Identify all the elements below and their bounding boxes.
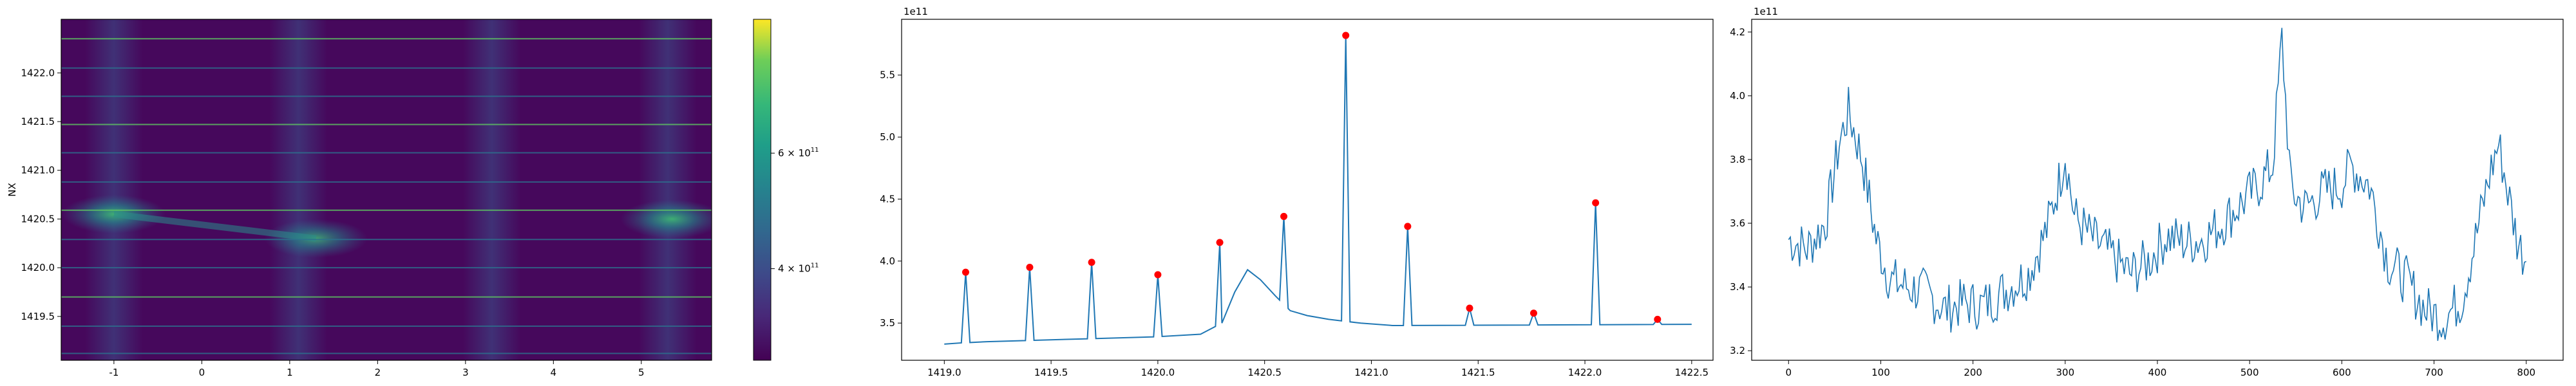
heatmap-band-3 — [638, 19, 697, 360]
x-tick-label: 3 — [462, 367, 469, 378]
heatmap-band-0 — [84, 19, 143, 360]
peak-marker-3 — [1154, 271, 1162, 279]
x-tick-label: 1421.5 — [1461, 367, 1495, 378]
x-tick-label: 100 — [1871, 367, 1890, 378]
noisy-y-axis: 3.2 3.4 3.6 3.8 4.0 4.2 — [1730, 26, 1752, 356]
peak-markers — [961, 32, 1662, 323]
peaks-y-axis: 3.5 4.0 4.5 5.0 5.5 — [880, 69, 902, 329]
x-tick-label: 1 — [287, 367, 293, 378]
x-tick-label: 500 — [2240, 367, 2259, 378]
colorbar — [753, 19, 772, 361]
y-tick-label: 4.5 — [880, 193, 895, 205]
y-tick-label: 4.0 — [880, 255, 895, 267]
y-tick-label: 1421.0 — [21, 165, 55, 176]
x-tick-label: 2 — [375, 367, 381, 378]
heatmap-content — [61, 19, 712, 360]
heatmap-frame — [61, 19, 712, 361]
x-tick-label: 1419.0 — [927, 367, 961, 378]
heatmap-background — [61, 19, 712, 360]
y-tick-label: 3.6 — [1730, 217, 1745, 229]
x-tick-label: 200 — [1964, 367, 1982, 378]
noisy-offset-label: 1e11 — [1754, 6, 1778, 17]
colorbar-tick-label: 6 × 1011 — [778, 147, 819, 159]
y-tick-label: 4.0 — [1730, 90, 1745, 102]
y-tick-label: 1422.0 — [21, 67, 55, 78]
heatmap-hotspot-2 — [620, 199, 712, 239]
heatmap-x-axis: -1 0 1 2 3 4 5 — [109, 360, 645, 378]
y-tick-label: 4.2 — [1730, 26, 1745, 38]
peaks-x-axis: 1419.0 1419.5 1420.0 1420.5 1421.0 1421.5 1422… — [927, 360, 1709, 378]
peak-marker-7 — [1404, 223, 1412, 230]
peak-marker-5 — [1280, 212, 1288, 220]
heatmap-band-2 — [462, 19, 521, 360]
noisy-line-chart: 1e11 0 100 200 300 400 500 600 700 800 3.2 3.4 3.6… — [1730, 6, 2564, 378]
peak-marker-1 — [1026, 263, 1034, 271]
peaks-line-chart: 1e11 1419.0 1419.5 1420.0 1420.5 1421.0 1421.… — [880, 6, 1714, 378]
heatmap-chart: -1 0 1 2 3 4 5 1419.51420.01420.51421.01421.51… — [6, 19, 819, 378]
x-tick-label: 0 — [1785, 367, 1792, 378]
y-tick-label: 1421.5 — [21, 116, 55, 127]
colorbar-tick-label: 4 × 1011 — [778, 262, 819, 275]
y-tick-label: 3.8 — [1730, 154, 1745, 165]
noisy-series-line — [1788, 28, 2527, 341]
peak-marker-9 — [1530, 309, 1537, 317]
x-tick-label: 0 — [199, 367, 205, 378]
y-tick-label: 1419.5 — [21, 311, 55, 322]
heatmap-y-axis: 1419.5 1420.0 1420.5 1421.0 1421.5 1422.0 — [21, 67, 61, 322]
x-tick-label: 800 — [2517, 367, 2535, 378]
y-tick-label: 1420.5 — [21, 213, 55, 225]
peak-marker-4 — [1216, 239, 1224, 246]
x-tick-label: 1420.5 — [1247, 367, 1282, 378]
y-tick-label: 1420.0 — [21, 262, 55, 273]
peak-marker-10 — [1592, 199, 1600, 207]
x-tick-label: 1420.0 — [1141, 367, 1175, 378]
peaks-offset-label: 1e11 — [904, 6, 928, 17]
y-tick-label: 5.0 — [880, 131, 895, 143]
y-tick-label: 3.2 — [1730, 345, 1745, 356]
peak-marker-2 — [1088, 259, 1095, 266]
colorbar-axis: 6 × 1011 4 × 1011 — [771, 147, 819, 275]
peak-marker-11 — [1654, 315, 1662, 323]
y-tick-label: 3.5 — [880, 317, 895, 329]
y-tick-label: 3.4 — [1730, 281, 1745, 293]
peak-marker-0 — [961, 268, 969, 276]
heatmap-ridge — [113, 210, 317, 242]
x-tick-label: 1422.5 — [1675, 367, 1709, 378]
heatmap-band-1 — [269, 19, 328, 360]
x-tick-label: 700 — [2425, 367, 2443, 378]
peak-marker-8 — [1466, 304, 1473, 312]
x-tick-label: 1421.0 — [1354, 367, 1388, 378]
noisy-plot-frame — [1751, 19, 2564, 361]
x-tick-label: 5 — [638, 367, 645, 378]
x-tick-label: 1419.5 — [1034, 367, 1068, 378]
peaks-plot-frame — [901, 19, 1714, 361]
x-tick-label: 400 — [2148, 367, 2167, 378]
peak-marker-6 — [1342, 32, 1350, 39]
x-tick-label: 4 — [551, 367, 557, 378]
heatmap-y-label: NX — [6, 183, 18, 197]
y-tick-label: 5.5 — [880, 69, 895, 81]
x-tick-label: -1 — [109, 367, 118, 378]
x-tick-label: 300 — [2056, 367, 2074, 378]
x-tick-label: 600 — [2333, 367, 2351, 378]
noisy-x-axis: 0 100 200 300 400 500 600 700 800 — [1785, 360, 2535, 378]
x-tick-label: 1422.0 — [1568, 367, 1602, 378]
